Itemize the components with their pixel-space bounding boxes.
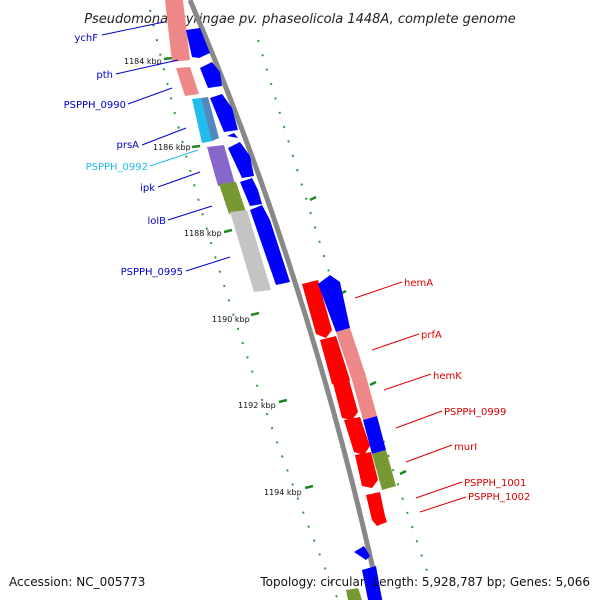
leader-psp1002 <box>419 496 467 513</box>
gene-label-ychf[interactable]: ychF <box>74 33 98 44</box>
gene-psp1001-red[interactable] <box>366 492 387 526</box>
right-outer-track <box>318 275 396 490</box>
leader-prfa <box>371 333 420 351</box>
gene-bottom-blue-1[interactable] <box>354 546 370 560</box>
kbp-label-1186: 1186 kbp <box>153 143 191 152</box>
gene-label-psp0999[interactable]: PSPPH_0999 <box>444 407 506 418</box>
gene-bottom-olive[interactable] <box>346 588 362 600</box>
gene-label-lolb[interactable]: lolB <box>147 216 166 227</box>
accession-text: Accession: NC_005773 <box>9 575 145 589</box>
leader-ychf <box>101 21 165 36</box>
gene-bottom-blue-2[interactable] <box>362 566 382 600</box>
major-tick-1186 <box>191 144 201 149</box>
outer-tick-4 <box>399 469 407 476</box>
leader-hema <box>354 281 403 299</box>
leader-hemk <box>383 373 432 391</box>
gene-hemk-red[interactable] <box>333 380 358 420</box>
gene-psp0999-blue[interactable] <box>363 416 386 454</box>
leader-lolb <box>167 205 213 221</box>
leader-muri <box>405 444 453 463</box>
leader-psp0990 <box>127 87 173 105</box>
major-tick-1190 <box>250 311 260 317</box>
topology-text: Topology: circular; Length: 5,928,787 bp… <box>259 575 590 589</box>
leader-ipk <box>157 171 201 188</box>
gene-label-prfa[interactable]: prfA <box>421 330 442 341</box>
gene-label-psp0990[interactable]: PSPPH_0990 <box>64 100 126 111</box>
gene-lolb-inner[interactable] <box>240 178 262 206</box>
gene-psp0990-inner[interactable] <box>210 94 238 132</box>
gene-hema-red[interactable] <box>302 280 332 338</box>
gene-label-muri[interactable]: murI <box>454 442 477 453</box>
gene-label-pth[interactable]: pth <box>96 70 113 81</box>
gene-hemk-pink[interactable] <box>352 376 377 420</box>
kbp-label-1190: 1190 kbp <box>212 315 250 324</box>
gene-lolb-outer[interactable] <box>219 182 246 214</box>
outer-tick-1 <box>309 195 317 202</box>
gene-prsa-inner[interactable] <box>227 133 238 138</box>
gene-ipk-inner[interactable] <box>228 142 254 178</box>
upper-inner-track <box>186 28 290 285</box>
gene-psp0990-outer2[interactable] <box>201 97 219 141</box>
gene-psp0990-outer[interactable] <box>192 98 213 143</box>
leader-psp0995 <box>185 256 231 272</box>
gene-label-psp0995[interactable]: PSPPH_0995 <box>121 267 183 278</box>
gene-ychf-outer[interactable] <box>165 0 190 62</box>
tick-track-outer <box>257 39 431 581</box>
gene-prfa-pink[interactable] <box>336 328 366 380</box>
gene-pth-inner[interactable] <box>200 62 222 88</box>
major-ticks <box>163 56 407 490</box>
gene-psp0999-red[interactable] <box>344 417 370 455</box>
leader-prsa <box>141 127 187 146</box>
gene-label-hemk[interactable]: hemK <box>433 371 462 382</box>
gene-prfa-red[interactable] <box>320 336 350 388</box>
gene-psp0995-outer[interactable] <box>230 210 271 292</box>
gene-muri-olive[interactable] <box>372 450 396 490</box>
gene-label-psp0992[interactable]: PSPPH_0992 <box>86 162 148 173</box>
genome-backbone <box>187 0 383 600</box>
kbp-label-1184: 1184 kbp <box>124 57 162 66</box>
leader-lines-right <box>354 281 467 513</box>
gene-label-psp1001[interactable]: PSPPH_1001 <box>464 478 526 489</box>
bottom-genes <box>346 546 382 600</box>
gene-psp0995-inner[interactable] <box>250 205 290 285</box>
map-title: Pseudomonas syringae pv. phaseolicola 14… <box>84 12 516 27</box>
outer-tick-3 <box>369 380 377 387</box>
gene-label-psp1002[interactable]: PSPPH_1002 <box>468 492 530 503</box>
leader-psp0992 <box>149 149 199 167</box>
gene-hema-blue[interactable] <box>318 275 350 332</box>
gene-muri-red[interactable] <box>355 452 378 488</box>
leader-lines-left <box>101 21 231 272</box>
gene-label-ipk[interactable]: ipk <box>140 183 155 194</box>
major-tick-1188 <box>223 228 233 234</box>
gene-label-hema[interactable]: hemA <box>404 278 433 289</box>
kbp-label-1188: 1188 kbp <box>184 229 222 238</box>
gene-pth-outer[interactable] <box>176 67 199 96</box>
right-inner-track <box>302 280 387 526</box>
gene-ipk-outer[interactable] <box>207 145 235 186</box>
upper-outer-track <box>165 0 271 292</box>
leader-pth <box>115 59 179 75</box>
kbp-label-1194: 1194 kbp <box>264 488 302 497</box>
major-tick-1184 <box>163 56 173 61</box>
leader-psp0999 <box>395 410 443 429</box>
major-tick-1192 <box>278 398 288 404</box>
gene-label-prsa[interactable]: prsA <box>116 140 139 151</box>
gene-ychf-inner[interactable] <box>186 28 210 58</box>
leader-psp1001 <box>415 481 463 499</box>
major-tick-1194 <box>304 484 314 490</box>
kbp-label-1192: 1192 kbp <box>238 401 276 410</box>
